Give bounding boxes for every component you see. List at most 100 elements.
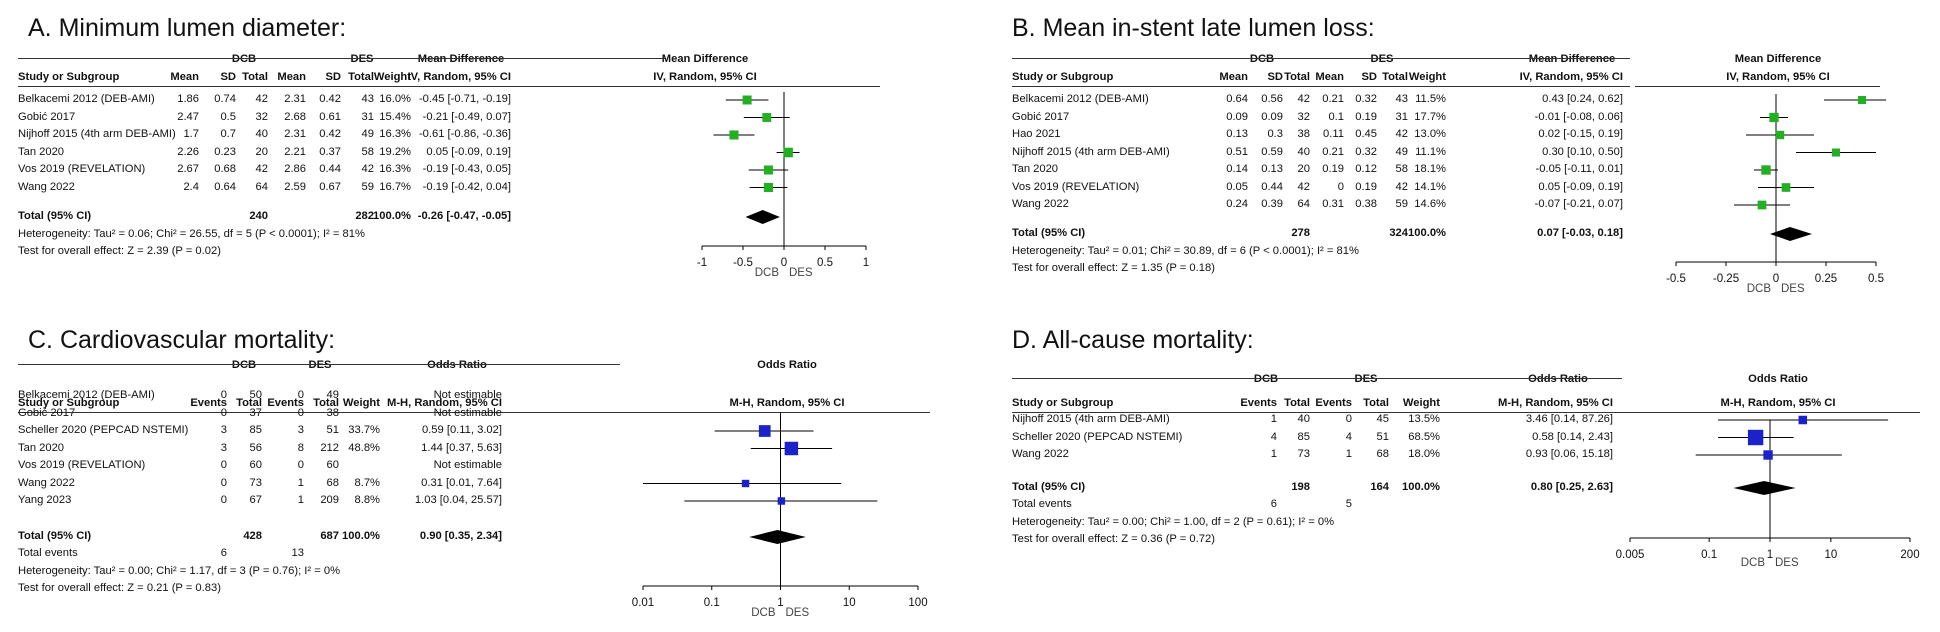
study-cell: 3 (220, 424, 227, 436)
study-cell: 0.68 (214, 163, 236, 175)
study-cell: 0 (1337, 180, 1344, 193)
total-label: Total (95% CI) (1012, 227, 1086, 239)
study-cell: -0.05 [-0.11, 0.01] (1535, 163, 1623, 175)
study-cell: 0.58 [0.14, 2.43] (1532, 430, 1613, 443)
x-axis-tick-label: 200 (1900, 549, 1919, 561)
study-cell: 37 (249, 406, 262, 419)
study-cell: 3 (297, 424, 304, 436)
x-axis-tick-label: 0.25 (1815, 273, 1837, 285)
study-cell: 48.8% (348, 441, 380, 454)
total-events-des: 13 (291, 547, 304, 559)
total-n1: 278 (1291, 227, 1310, 239)
study-cell: 14.1% (1414, 180, 1446, 193)
study-point-estimate (763, 182, 773, 193)
total-label: Total (95% CI) (1012, 481, 1086, 493)
study-cell: 0.64 (214, 180, 236, 193)
total-events-dcb: 6 (1270, 498, 1277, 510)
rule-line (1622, 412, 1920, 413)
study-cell: 0 (220, 494, 227, 506)
study-cell: 0.05 [-0.09, 0.19] (426, 145, 511, 158)
column-header: SD (1361, 71, 1377, 83)
column-header: M-H, Random, 95% CI (387, 397, 502, 409)
study-cell: 0.42 (319, 93, 341, 105)
x-axis-tick-label: -0.5 (1666, 273, 1686, 285)
total-weight: 100.0% (342, 530, 380, 542)
group-header: DCB (1249, 53, 1275, 65)
study-cell: 0.3 (1267, 128, 1283, 140)
total-events-dcb: 6 (220, 547, 227, 559)
plot-method-header: IV, Random, 95% CI (653, 71, 757, 83)
study-cell: 209 (320, 494, 339, 506)
study-cell: 67 (249, 494, 262, 506)
total-weight: 100.0% (1408, 227, 1446, 239)
x-axis-tick-label: 0.01 (632, 597, 654, 609)
column-header: IV, Random, 95% CI (1519, 71, 1623, 83)
study-cell: 8.8% (354, 494, 381, 506)
rule-line (18, 86, 665, 87)
study-cell: 68 (326, 476, 339, 489)
study-point-estimate (1832, 148, 1840, 157)
plot-method-header: M-H, Random, 95% CI (729, 397, 845, 409)
study-cell: 49 (1395, 145, 1408, 158)
study-cell: 0.23 (214, 145, 236, 158)
total-events-label: Total events (18, 547, 78, 559)
column-header: Mean (1219, 71, 1248, 83)
study-point-estimate (783, 147, 793, 158)
study-name: Tan 2020 (18, 145, 65, 158)
total-ci: 0.07 [-0.03, 0.18] (1537, 227, 1623, 239)
study-point-estimate (784, 441, 799, 456)
study-cell: 0.44 (319, 163, 341, 175)
x-axis-tick-label: 0 (781, 257, 787, 269)
x-axis-tick-label: 1 (777, 597, 783, 609)
study-cell: 59 (361, 180, 374, 193)
study-name: Wang 2022 (1012, 198, 1069, 210)
study-cell: 2.31 (284, 93, 306, 105)
study-cell: -0.19 [-0.43, 0.05] (422, 163, 511, 175)
favours-left-label: DCB (1741, 557, 1766, 569)
study-cell: 1 (297, 476, 304, 489)
study-cell: 2.21 (284, 145, 306, 158)
panel-title: B. Mean in-stent late lumen loss: (1012, 14, 1375, 42)
x-axis-tick-label: -1 (697, 257, 707, 269)
study-cell: 40 (1297, 413, 1310, 425)
study-name: Nijhoff 2015 (4th arm DEB-AMI) (18, 128, 176, 140)
study-cell: 68.5% (1408, 430, 1440, 443)
study-cell: 58 (1395, 163, 1408, 175)
x-axis-tick-label: 10 (1824, 549, 1837, 561)
study-point-estimate (742, 95, 752, 105)
rule-line (1012, 86, 1630, 87)
study-point-estimate (729, 130, 739, 140)
study-cell: 1.7 (183, 128, 199, 140)
total-n1: 198 (1291, 481, 1310, 493)
study-cell: 85 (1297, 430, 1310, 443)
plot-effect-header: Odds Ratio (1748, 373, 1808, 385)
overall-effect-text: Test for overall effect: Z = 0.21 (P = 0… (18, 582, 221, 594)
study-cell: 0.56 (1261, 93, 1283, 105)
study-cell: 0 (220, 459, 227, 471)
study-cell: 0.93 [0.06, 15.18] (1525, 448, 1613, 460)
plot-effect-header: Mean Difference (1734, 53, 1822, 65)
x-axis-tick-label: 0.1 (704, 597, 720, 609)
study-cell: -0.01 [-0.08, 0.06] (1534, 110, 1623, 123)
study-cell: 1 (1270, 448, 1277, 460)
study-name: Belkacemi 2012 (DEB-AMI) (18, 389, 155, 401)
study-cell: 42 (1297, 180, 1310, 193)
study-cell: 42 (1297, 93, 1310, 105)
forest-plot-minimum-lumen-diameter: A. Minimum lumen diameter: DCB DES Mean Dif… (0, 0, 960, 316)
study-cell: 0.1 (1328, 110, 1344, 123)
study-name: Wang 2022 (18, 476, 75, 489)
rule-line (18, 58, 665, 59)
study-cell: 0.21 (1322, 145, 1344, 158)
study-cell: 0.51 (1226, 145, 1248, 158)
column-header: Weight (1408, 71, 1446, 83)
study-cell: 0.59 [0.11, 3.02] (421, 424, 502, 436)
study-name: Hao 2021 (1012, 128, 1061, 140)
study-cell: 64 (255, 180, 268, 193)
heterogeneity-text: Heterogeneity: Tau² = 0.06; Chi² = 26.55… (18, 228, 365, 240)
study-cell: 8.7% (354, 476, 381, 489)
total-weight: 100.0% (373, 210, 411, 222)
x-axis-tick-label: -0.5 (733, 257, 753, 269)
study-cell: 0.43 [0.24, 0.62] (1542, 93, 1623, 105)
